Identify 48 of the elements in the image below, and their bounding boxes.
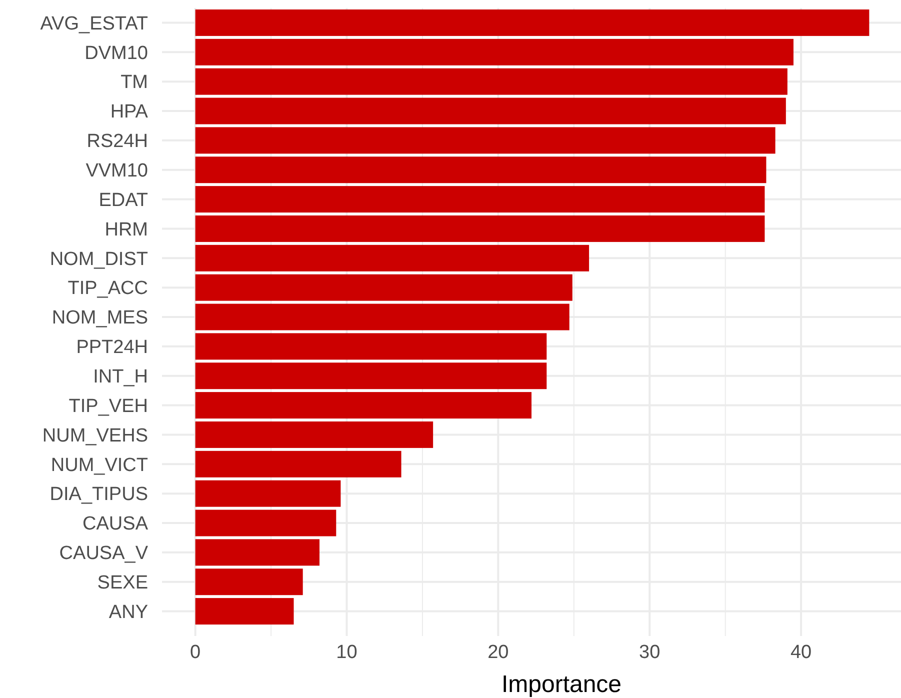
bar xyxy=(195,156,766,184)
y-tick-label: NUM_VICT xyxy=(50,454,148,476)
y-tick-label: DVM10 xyxy=(84,42,148,64)
bar xyxy=(195,480,341,507)
bar xyxy=(195,333,547,360)
bar xyxy=(195,304,570,330)
bar xyxy=(195,510,336,536)
bar xyxy=(195,568,303,596)
x-tick-label: 10 xyxy=(336,642,358,663)
y-tick-label: VVM10 xyxy=(86,160,148,182)
y-tick-label: CAUSA xyxy=(82,514,148,535)
y-tick-label: NOM_MES xyxy=(52,308,148,329)
y-tick-label: NUM_VEHS xyxy=(42,425,148,446)
y-tick-label: CAUSA_V xyxy=(59,543,148,564)
bar xyxy=(195,98,786,124)
y-tick-label: TIP_ACC xyxy=(68,278,148,300)
y-tick-label: DIA_TIPUS xyxy=(50,484,148,506)
y-tick-label: INT_H xyxy=(93,366,148,388)
bar xyxy=(195,38,794,66)
x-tick-label: 0 xyxy=(190,642,201,663)
y-tick-label: AVG_ESTAT xyxy=(40,13,148,34)
bar xyxy=(195,421,434,448)
y-tick-label: HPA xyxy=(110,102,148,123)
bar xyxy=(195,186,765,213)
y-tick-label: HRM xyxy=(104,219,148,240)
x-tick-label: 20 xyxy=(488,642,509,663)
y-tick-label: EDAT xyxy=(98,190,148,211)
x-tick-label: 40 xyxy=(790,642,812,663)
y-tick-label: SEXE xyxy=(97,572,148,594)
bar xyxy=(195,539,320,566)
bar xyxy=(195,392,532,419)
bar xyxy=(195,127,776,154)
x-tick-label: 30 xyxy=(639,642,660,663)
bar xyxy=(195,598,294,625)
bar xyxy=(195,68,788,95)
bar xyxy=(195,9,870,36)
y-tick-label: TM xyxy=(120,72,148,94)
bar xyxy=(195,215,765,242)
y-tick-label: NOM_DIST xyxy=(50,248,148,270)
bar xyxy=(195,450,402,478)
bar xyxy=(195,362,547,390)
y-tick-label: TIP_VEH xyxy=(68,396,148,417)
bar xyxy=(195,244,590,272)
y-tick-label: ANY xyxy=(108,602,148,623)
y-tick-label: RS24H xyxy=(86,131,148,152)
x-axis-title: Importance xyxy=(501,671,622,698)
bar xyxy=(195,274,572,301)
y-tick-label: PPT24H xyxy=(76,337,148,358)
